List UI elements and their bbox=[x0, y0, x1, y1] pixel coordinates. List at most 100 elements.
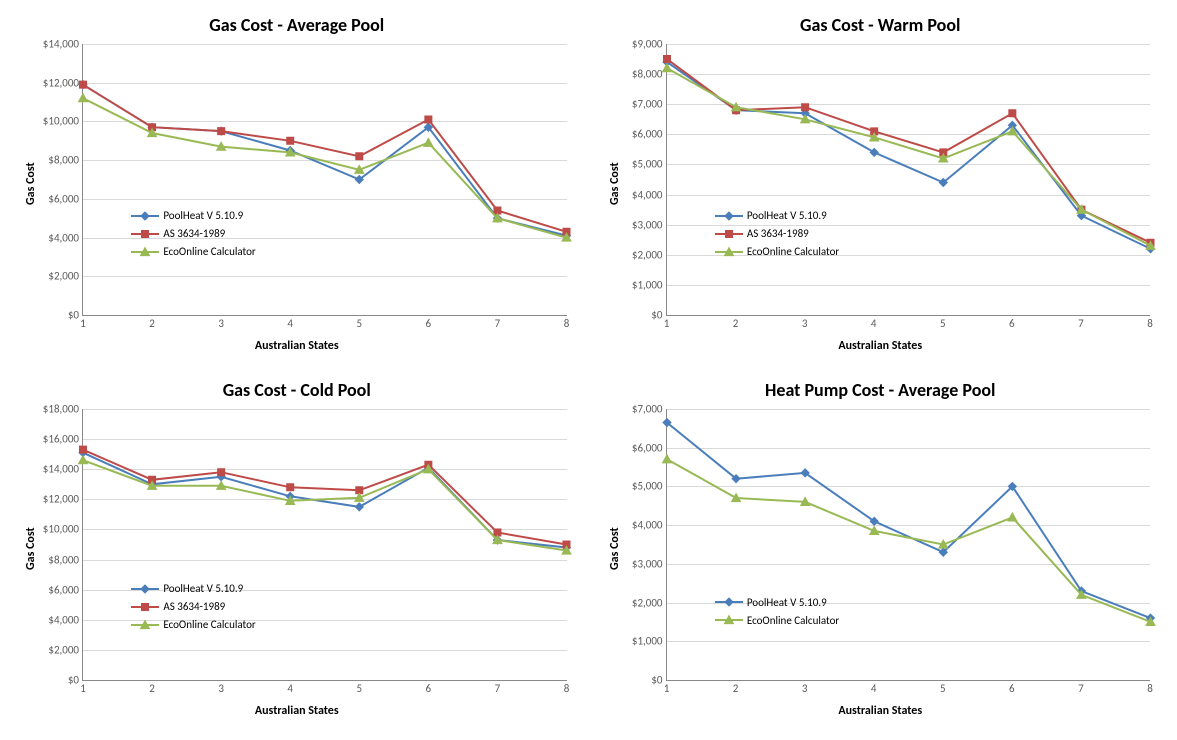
legend-swatch bbox=[715, 613, 743, 627]
y-tick-label: $6,000 bbox=[48, 192, 83, 205]
legend-label: AS 3634-1989 bbox=[163, 600, 225, 613]
x-tick-label: 7 bbox=[1078, 315, 1084, 330]
chart-grid: Gas Cost - Average Pool $0$2,000$4,000$6,… bbox=[10, 10, 1167, 730]
x-tick-label: 4 bbox=[287, 315, 293, 330]
legend-label: EcoOnline Calculator bbox=[747, 614, 839, 627]
legend-swatch bbox=[131, 600, 159, 614]
series-marker-eco bbox=[424, 138, 433, 146]
series-marker-as3634 bbox=[425, 116, 432, 123]
diamond-icon bbox=[141, 585, 149, 593]
diamond-icon bbox=[725, 598, 733, 606]
x-tick-label: 1 bbox=[80, 680, 86, 695]
x-tick-label: 2 bbox=[733, 315, 739, 330]
x-tick-label: 4 bbox=[871, 315, 877, 330]
legend-item-as3634: AS 3634-1989 bbox=[131, 225, 255, 243]
y-tick-label: $14,000 bbox=[43, 38, 83, 51]
y-tick-label: $7,000 bbox=[632, 98, 667, 111]
y-tick-label: $16,000 bbox=[43, 433, 83, 446]
legend-label: PoolHeat V 5.10.9 bbox=[747, 209, 827, 222]
y-axis-label: Gas Cost bbox=[24, 162, 38, 205]
x-tick-label: 6 bbox=[1009, 680, 1015, 695]
x-tick-label: 3 bbox=[802, 315, 808, 330]
x-tick-label: 2 bbox=[149, 315, 155, 330]
y-tick-label: $4,000 bbox=[632, 188, 667, 201]
legend-swatch bbox=[715, 209, 743, 223]
x-tick-label: 8 bbox=[1147, 680, 1153, 695]
legend-label: PoolHeat V 5.10.9 bbox=[163, 209, 243, 222]
x-tick-label: 8 bbox=[1147, 315, 1153, 330]
plot-svg bbox=[667, 409, 1151, 680]
x-tick-label: 2 bbox=[733, 680, 739, 695]
x-tick-label: 4 bbox=[871, 680, 877, 695]
y-tick-label: $4,000 bbox=[48, 231, 83, 244]
y-tick-label: $8,000 bbox=[48, 553, 83, 566]
series-marker-eco bbox=[1007, 513, 1016, 521]
legend-label: AS 3634-1989 bbox=[163, 227, 225, 240]
series-marker-eco bbox=[662, 455, 671, 463]
x-tick-label: 1 bbox=[664, 315, 670, 330]
legend-item-poolheat: PoolHeat V 5.10.9 bbox=[131, 580, 255, 598]
chart-gas-avg: Gas Cost - Average Pool$0$2,000$4,000$6,… bbox=[10, 10, 584, 365]
y-tick-label: $12,000 bbox=[43, 76, 83, 89]
y-tick-label: $2,000 bbox=[632, 248, 667, 261]
chart-title: Gas Cost - Average Pool bbox=[10, 14, 584, 36]
series-marker-as3634 bbox=[287, 484, 294, 491]
series-marker-as3634 bbox=[287, 137, 294, 144]
y-tick-label: $4,000 bbox=[632, 519, 667, 532]
chart-heatpump-avg: Heat Pump Cost - Average Pool$0$1,000$2,… bbox=[594, 375, 1168, 730]
triangle-icon bbox=[141, 620, 150, 628]
y-tick-label: $12,000 bbox=[43, 493, 83, 506]
y-tick-label: $3,000 bbox=[632, 557, 667, 570]
triangle-icon bbox=[724, 247, 733, 255]
x-tick-label: 2 bbox=[149, 680, 155, 695]
legend-swatch bbox=[131, 245, 159, 259]
legend-label: PoolHeat V 5.10.9 bbox=[163, 582, 243, 595]
x-axis-label: Australian States bbox=[594, 339, 1168, 353]
x-tick-label: 8 bbox=[564, 315, 570, 330]
plot-area: $0$1,000$2,000$3,000$4,000$5,000$6,000$7… bbox=[666, 409, 1151, 681]
x-tick-label: 3 bbox=[218, 315, 224, 330]
x-axis-label: Australian States bbox=[594, 704, 1168, 718]
legend-item-as3634: AS 3634-1989 bbox=[715, 225, 839, 243]
y-axis-label: Gas Cost bbox=[608, 527, 622, 570]
plot-svg bbox=[667, 44, 1151, 315]
series-marker-eco bbox=[79, 94, 88, 102]
x-tick-label: 6 bbox=[426, 315, 432, 330]
y-tick-label: $8,000 bbox=[632, 68, 667, 81]
series-line-eco bbox=[83, 460, 567, 550]
legend: PoolHeat V 5.10.9 AS 3634-1989 EcoOnline C… bbox=[715, 207, 839, 261]
x-tick-label: 5 bbox=[940, 680, 946, 695]
series-marker-as3634 bbox=[80, 81, 87, 88]
square-icon bbox=[142, 230, 149, 237]
plot-area: $0$2,000$4,000$6,000$8,000$10,000$12,000… bbox=[82, 409, 567, 681]
series-marker-poolheat bbox=[355, 503, 363, 511]
triangle-icon bbox=[724, 616, 733, 624]
legend-label: AS 3634-1989 bbox=[747, 227, 809, 240]
legend: PoolHeat V 5.10.9 EcoOnline Calculator bbox=[715, 593, 839, 629]
series-marker-as3634 bbox=[801, 104, 808, 111]
square-icon bbox=[142, 603, 149, 610]
y-tick-label: $1,000 bbox=[632, 278, 667, 291]
x-tick-label: 4 bbox=[287, 680, 293, 695]
legend-swatch bbox=[131, 227, 159, 241]
x-tick-label: 5 bbox=[356, 680, 362, 695]
legend-item-as3634: AS 3634-1989 bbox=[131, 598, 255, 616]
y-tick-label: $18,000 bbox=[43, 403, 83, 416]
series-marker-as3634 bbox=[80, 446, 87, 453]
series-marker-as3634 bbox=[218, 469, 225, 476]
legend-swatch bbox=[131, 618, 159, 632]
legend-swatch bbox=[715, 245, 743, 259]
x-tick-label: 6 bbox=[426, 680, 432, 695]
series-marker-poolheat bbox=[870, 148, 878, 156]
x-tick-label: 7 bbox=[1078, 680, 1084, 695]
plot-area: $0$1,000$2,000$3,000$4,000$5,000$6,000$7… bbox=[666, 44, 1151, 316]
x-tick-label: 3 bbox=[802, 680, 808, 695]
legend-label: EcoOnline Calculator bbox=[747, 245, 839, 258]
legend-label: PoolHeat V 5.10.9 bbox=[747, 596, 827, 609]
x-tick-label: 5 bbox=[940, 315, 946, 330]
triangle-icon bbox=[141, 247, 150, 255]
y-tick-label: $2,000 bbox=[48, 270, 83, 283]
x-tick-label: 6 bbox=[1009, 315, 1015, 330]
x-tick-label: 5 bbox=[356, 315, 362, 330]
legend-label: EcoOnline Calculator bbox=[163, 245, 255, 258]
